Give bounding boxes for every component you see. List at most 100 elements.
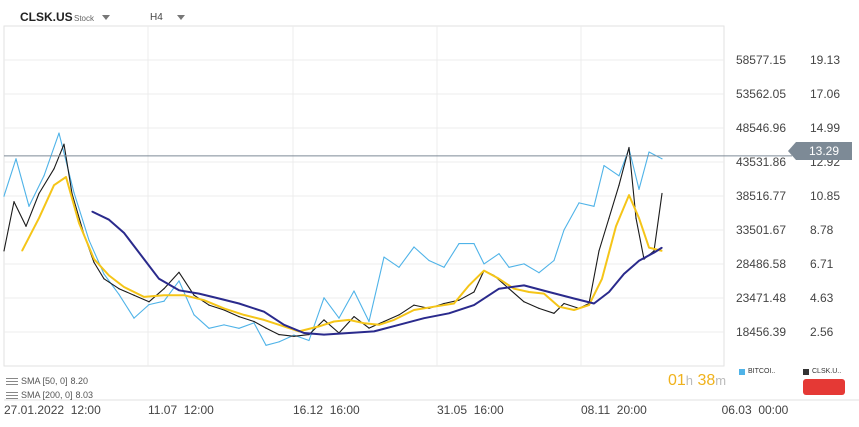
bitcoin-point [483, 263, 485, 265]
sma50-point [38, 217, 40, 219]
indicator-sma50[interactable]: SMA [50, 0] 8.20 [6, 376, 88, 386]
clsk-point [368, 327, 370, 329]
left-axis-label: 58577.15 [736, 53, 786, 67]
bitcoin-point [193, 314, 195, 316]
bitcoin-point [308, 339, 310, 342]
x-tick-label: 06.03 00:00 [722, 403, 789, 417]
sma50-point [21, 250, 23, 252]
symbol-label[interactable]: CLSK.US [20, 10, 73, 24]
sma50-point [243, 314, 245, 316]
bitcoin-point [28, 205, 30, 207]
sma200-point [638, 260, 640, 262]
series-tag-label: CLSK.U.. [812, 368, 842, 375]
sma200-point [158, 278, 160, 280]
clsk-price-button[interactable] [803, 379, 845, 395]
right-axis-label: 8.78 [810, 223, 834, 237]
sma50-point [65, 176, 67, 178]
symbol-type-label: Stock [74, 14, 95, 23]
sma200-point [473, 304, 475, 306]
interval-label[interactable]: H4 [150, 12, 163, 23]
right-axis-label: 19.13 [810, 53, 840, 67]
clsk-point [3, 250, 5, 252]
chart-grid [3, 25, 859, 401]
sma200-point [303, 332, 305, 334]
clsk-point [25, 225, 27, 227]
sma200-point [398, 324, 400, 326]
sma50-point [661, 250, 663, 252]
sma50-point [263, 319, 265, 321]
clsk-point [253, 320, 255, 323]
clsk-point [563, 302, 565, 305]
bitcoin-swatch [739, 368, 745, 375]
x-tick-label: 11.07 12:00 [148, 403, 214, 417]
interval-dropdown-icon[interactable] [177, 15, 185, 20]
bitcoin-point [103, 273, 105, 275]
timer-m-unit: m [715, 373, 727, 388]
clsk-point [413, 304, 415, 306]
sma50-point [223, 307, 225, 309]
sma200-point [548, 291, 550, 293]
bitcoin-point [648, 151, 650, 153]
sma50-point [318, 325, 320, 327]
clsk-point [93, 261, 95, 263]
indicator-label: SMA [200, 0] [21, 390, 73, 400]
sma50-point [483, 270, 485, 272]
clsk-point [238, 316, 240, 318]
clsk-point [618, 184, 620, 186]
sma50-point [413, 309, 415, 311]
sma50-point [378, 324, 380, 326]
left-axis-label: 33501.67 [736, 223, 786, 237]
clsk-point [523, 301, 525, 303]
clsk-point [53, 168, 55, 170]
sma200-point [523, 284, 525, 286]
series-tag-clsk[interactable]: CLSK.U.. [803, 368, 841, 375]
clsk-point [443, 302, 445, 305]
series-tag-bitcoin[interactable]: BITCOI.. [739, 368, 775, 375]
bitcoin-point [265, 344, 267, 346]
right-axis-label: 4.63 [810, 291, 834, 305]
sma200-point [498, 288, 500, 290]
sma200-point [661, 247, 663, 249]
sma200-point [573, 297, 575, 300]
clsk-point [163, 288, 165, 290]
bitcoin-point [323, 297, 325, 299]
chart-header: CLSK.US Stock H4 [0, 0, 859, 32]
bitcoin-point [578, 202, 580, 204]
clsk-point [148, 301, 150, 303]
bitcoin-line [3, 132, 663, 346]
sma50-point [468, 284, 470, 286]
clsk-point [63, 143, 65, 145]
bitcoin-point [15, 158, 17, 160]
sma50-point [108, 274, 110, 277]
clsk-point [323, 319, 325, 321]
symbol-dropdown-icon[interactable] [102, 15, 110, 20]
indicator-menu-icon[interactable] [6, 391, 18, 400]
sma200-point [653, 252, 655, 254]
bitcoin-point [3, 195, 5, 197]
sma50-point [183, 294, 185, 296]
right-axis-label: 10.85 [810, 189, 840, 203]
bitcoin-point [661, 158, 663, 160]
indicator-menu-icon[interactable] [6, 377, 18, 386]
bitcoin-point [223, 324, 225, 326]
x-tick-label: 31.05 16:00 [437, 403, 504, 417]
bitcoin-point [353, 290, 355, 292]
timer-minutes: 38 [697, 372, 716, 389]
clsk-point [353, 316, 355, 318]
bitcoin-point [133, 317, 135, 319]
clsk-point [293, 335, 295, 337]
clsk-point [133, 294, 135, 296]
bitcoin-point [458, 243, 460, 245]
x-tick-label: 16.12 16:00 [293, 403, 360, 417]
sma200-point [91, 210, 93, 213]
left-axis-label: 53562.05 [736, 87, 786, 101]
sma50-point [78, 222, 80, 224]
sma50-point [93, 258, 95, 260]
bitcoin-point [278, 341, 280, 343]
clsk-point [553, 312, 555, 314]
indicator-sma200[interactable]: SMA [200, 0] 8.03 [6, 390, 93, 400]
bitcoin-point [163, 300, 165, 302]
bitcoin-point [428, 259, 430, 262]
bitcoin-point [473, 243, 475, 245]
